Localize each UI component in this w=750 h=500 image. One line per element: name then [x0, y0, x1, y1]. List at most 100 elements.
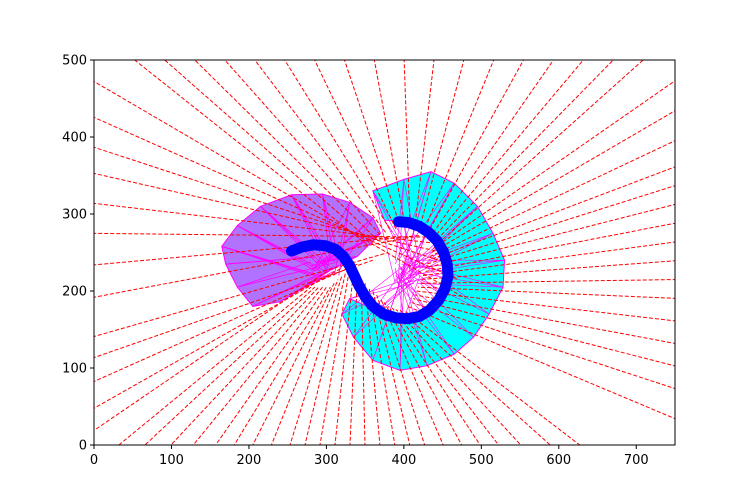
fan-right-stroke — [407, 206, 478, 269]
ray — [414, 60, 435, 228]
ray — [94, 116, 459, 280]
ray — [429, 60, 555, 238]
fan-right-stroke — [403, 275, 421, 319]
ray — [391, 307, 500, 445]
ray — [233, 286, 331, 445]
ray — [94, 232, 428, 238]
fan-right-stroke — [403, 221, 412, 280]
ray — [414, 294, 675, 344]
rays-layer — [94, 60, 675, 445]
ray — [349, 275, 358, 445]
ray — [254, 60, 388, 235]
fan-left-stroke — [333, 202, 351, 276]
ray — [319, 267, 351, 445]
fan-right-stroke — [404, 271, 449, 284]
fan-left-stroke — [324, 257, 327, 272]
y-tick-label: 100 — [62, 362, 87, 377]
ray — [270, 279, 339, 445]
fan-left-stroke — [260, 206, 326, 267]
fan-left-stroke — [260, 206, 321, 267]
ray — [170, 286, 320, 445]
y-tick-label: 300 — [62, 208, 87, 223]
ray — [284, 60, 392, 232]
fan-right-stroke — [384, 220, 415, 276]
ray — [426, 185, 675, 265]
ray — [431, 110, 675, 253]
y-axis: 0 100 200 300 400 500 — [62, 54, 94, 454]
ray — [416, 290, 675, 322]
fan-right-stroke — [413, 263, 504, 288]
trajectory-layer — [286, 216, 454, 325]
ray — [423, 222, 675, 273]
ray — [407, 305, 675, 420]
fan-right-stroke — [398, 179, 405, 280]
ray — [433, 80, 675, 250]
ray — [94, 236, 412, 298]
trajectory-line — [286, 216, 454, 325]
ray — [411, 302, 675, 390]
fan-right-stroke — [341, 279, 415, 315]
fan-right-stroke — [395, 171, 432, 265]
ray — [419, 279, 675, 284]
ray — [304, 271, 347, 445]
x-tick-label: 600 — [546, 453, 571, 468]
ray — [376, 294, 426, 445]
fan-right-stroke — [410, 232, 494, 265]
plot-background — [94, 60, 675, 445]
fan-right-stroke — [407, 230, 428, 284]
ray — [368, 287, 396, 445]
ray — [144, 286, 316, 445]
ray — [94, 271, 327, 432]
x-tick-label: 300 — [314, 453, 339, 468]
fan-left-stroke — [237, 261, 339, 288]
y-tick-label: 200 — [62, 285, 87, 300]
fan-right-stroke — [407, 259, 505, 276]
y-tick-label: 400 — [62, 131, 87, 146]
ray — [423, 60, 495, 232]
ray — [403, 309, 581, 445]
y-tick-label: 500 — [62, 54, 87, 69]
ray — [384, 302, 463, 445]
x-tick-label: 0 — [90, 453, 98, 468]
fan-right-stroke — [376, 279, 418, 311]
ray — [133, 60, 370, 247]
ray — [94, 259, 374, 359]
fan-right-stroke — [416, 259, 490, 315]
fan-right-stroke — [398, 267, 443, 296]
fan-right-stroke — [384, 219, 418, 269]
ray — [420, 260, 675, 280]
fan-right-stroke — [398, 183, 455, 261]
ray — [429, 140, 675, 257]
ray — [413, 298, 675, 367]
x-tick-label: 700 — [624, 453, 649, 468]
ray — [94, 172, 443, 253]
ray — [403, 60, 411, 228]
ray — [94, 267, 343, 409]
ray — [314, 60, 397, 230]
ray — [224, 60, 383, 238]
fan-left-stroke — [237, 261, 312, 288]
fan-right-stroke — [417, 283, 504, 288]
ray — [163, 60, 374, 244]
ray — [94, 235, 420, 266]
fan-left-stroke — [260, 205, 330, 267]
fan-right-stroke — [341, 259, 412, 315]
x-axis: 0 100 200 300 400 500 600 700 — [90, 445, 649, 468]
fan-left-stroke — [310, 202, 350, 276]
y-tick-label: 0 — [79, 439, 87, 454]
ray — [387, 306, 481, 445]
fan-left-stroke — [221, 245, 321, 276]
fan-right-stroke — [376, 271, 421, 311]
ray — [399, 309, 551, 445]
ray — [252, 283, 335, 445]
fan-right-stroke — [395, 271, 428, 313]
fan-left-stroke — [310, 217, 374, 272]
ray — [289, 275, 343, 445]
ray — [432, 60, 614, 244]
ray — [417, 286, 675, 299]
ray — [94, 252, 389, 338]
fan-left-stroke — [326, 257, 330, 272]
ray — [94, 80, 467, 300]
fan-right-stroke — [410, 259, 505, 269]
